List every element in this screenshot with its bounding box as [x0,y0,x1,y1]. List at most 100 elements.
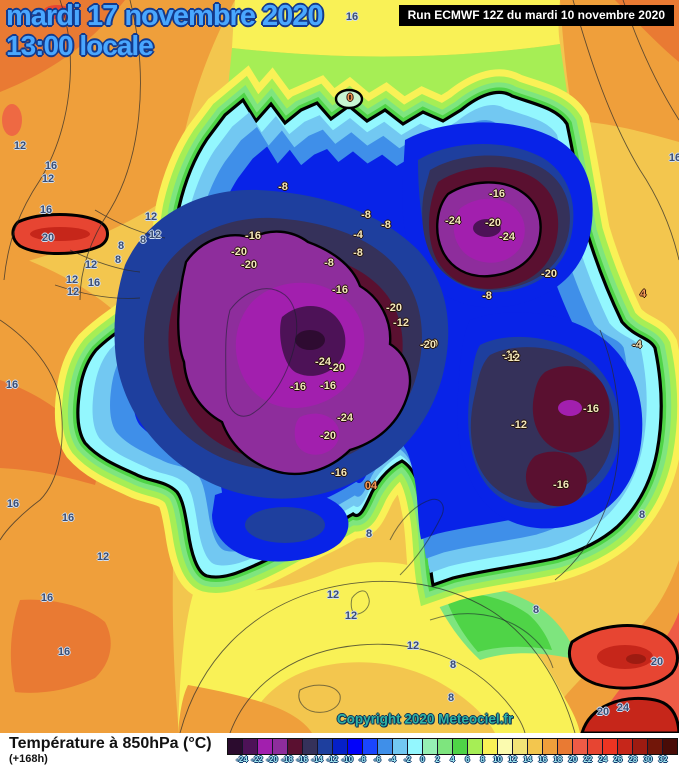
temp-label: 12 [96,551,110,563]
temp-label: 12 [65,274,79,286]
colorbar-cell [273,739,288,754]
colorbar-cell [558,739,573,754]
temp-label: -20 [320,430,336,442]
temp-label: 20 [41,232,55,244]
colorbar-cell [603,739,618,754]
colorbar-tick: 12 [508,755,518,764]
temp-label: -16 [553,479,569,491]
temp-label: -12 [393,317,409,329]
temp-label: 12 [13,140,27,152]
colorbar-cell [648,739,663,754]
temp-label: 16 [87,277,101,289]
temp-label: 8 [447,692,455,704]
colorbar-tick: -12 [326,755,338,764]
temp-label: -16 [332,284,348,296]
temperature-map-svg [0,0,679,733]
temp-label: -16 [290,381,306,393]
temp-label: -20 [231,246,247,258]
temp-label: -8 [353,247,363,259]
temp-label: 16 [39,204,53,216]
colorbar-tick: 14 [523,755,533,764]
colorbar-cell [348,739,363,754]
temp-label: -20 [485,217,501,229]
colorbar-cell [453,739,468,754]
temp-label: -20 [241,259,257,271]
temp-label: -16 [583,403,599,415]
colorbar-tick: -16 [296,755,308,764]
colorbar-cell [468,739,483,754]
temp-label: 16 [668,152,679,164]
temp-label: 16 [345,11,359,23]
coastlines [225,288,554,713]
colorbar-tick: 16 [538,755,548,764]
temp-label: 8 [449,659,457,671]
colorbar-cell [333,739,348,754]
colorbar-tick: 20 [568,755,578,764]
colorbar-cell [228,739,243,754]
colorbar-cell [438,739,453,754]
temp-label: -20 [422,338,438,350]
temp-label: 12 [41,173,55,185]
temp-label: -24 [445,215,461,227]
legend-lead-time: (+168h) [9,753,48,765]
temp-label: -8 [381,219,391,231]
temp-label: 4 [639,288,647,300]
colorbar-tick: 8 [480,755,485,764]
colorbar-cell [483,739,498,754]
temp-label: 8 [114,254,122,266]
colorbar-tick: -18 [281,755,293,764]
colorbar-tick: 22 [583,755,593,764]
temp-label: 12 [406,640,420,652]
temp-label: 8 [365,528,373,540]
temp-label: 8 [139,234,147,246]
valid-date: mardi 17 novembre 2020 13:00 locale [6,0,324,61]
temp-label: 12 [326,589,340,601]
temp-label: 16 [57,646,71,658]
temp-label: -12 [511,419,527,431]
copyright-text: Copyright 2020 Meteociel.fr [336,711,514,727]
colorbar-tick: 26 [613,755,623,764]
valid-date-line1: mardi 17 novembre 2020 [6,0,324,32]
temp-label: 04 [364,480,378,492]
map-labels: 16 12 16 12 16 20 12 12 8 8 8 12 12 16 12 16 16 16 12 16 16 1… [5,11,679,718]
temp-label: 16 [40,592,54,604]
valid-date-line2: 13:00 locale [6,29,154,61]
temp-label: -16 [331,467,347,479]
temp-label: 12 [66,286,80,298]
temp-label: -4 [353,229,363,241]
temperature-map: 16 12 16 12 16 20 12 12 8 8 8 12 12 16 12 16 16 16 12 16 16 1… [0,0,679,733]
temp-label: 12 [144,211,158,223]
temp-label: -20 [420,339,436,351]
colorbar-cell [243,739,258,754]
colorbar-tick: -2 [403,755,411,764]
colorbar-cell [318,739,333,754]
colorbar-cell [588,739,603,754]
temp-label: -12 [502,349,518,361]
colorbar-tick: -4 [388,755,396,764]
colorbar-tick: -24 [236,755,248,764]
temp-label: -20 [541,268,557,280]
colorbar-cell [573,739,588,754]
colorbar-tick: -14 [311,755,323,764]
temp-label: -16 [489,188,505,200]
colorbar-cell [408,739,423,754]
temp-label: 12 [148,229,162,241]
temp-label: 12 [84,259,98,271]
colorbar-cell [393,739,408,754]
temp-label: 20 [596,706,610,718]
colorbar-tick: -6 [373,755,381,764]
temp-label: 8 [532,604,540,616]
temp-label: 24 [616,702,630,714]
colorbar-cell [528,739,543,754]
temp-label: -4 [632,339,642,351]
temp-label: -8 [324,257,334,269]
colorbar-tick: 28 [628,755,638,764]
temp-label: -16 [245,230,261,242]
colorbar-cell [618,739,633,754]
temp-label: 16 [44,160,58,172]
temp-label: 16 [5,379,19,391]
colorbar-cell [633,739,648,754]
colorbar-cell [303,739,318,754]
thin-contours [0,0,679,733]
